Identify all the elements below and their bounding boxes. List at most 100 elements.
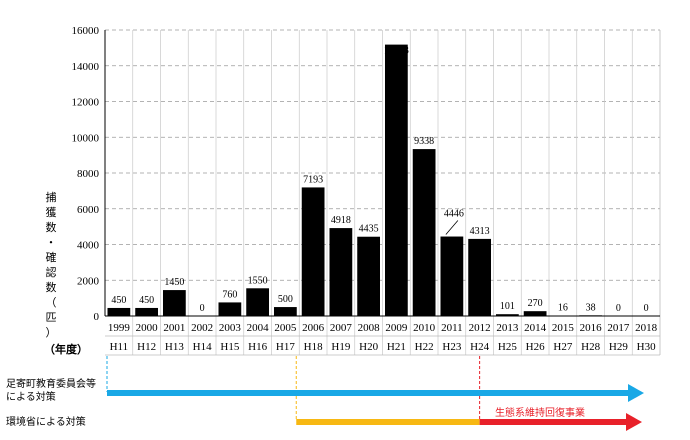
value-label-2000: 450 xyxy=(139,295,154,306)
value-label-2018: 0 xyxy=(644,303,649,314)
value-label-2002: 0 xyxy=(200,303,205,314)
x-tick-year-1999: 1999 xyxy=(108,322,131,334)
measure-label-town-line1: 足寄町教育委員会等 xyxy=(6,379,96,390)
x-tick-era-H12: H12 xyxy=(137,341,156,353)
y-axis-title-char-5: 認 xyxy=(45,266,57,279)
bar-2009 xyxy=(384,44,408,316)
x-tick-era-H18: H18 xyxy=(304,341,323,353)
x-tick-era-H25: H25 xyxy=(498,341,517,353)
value-label-2001: 1450 xyxy=(164,277,184,288)
bar-2013 xyxy=(495,314,519,316)
x-tick-year-2012: 2012 xyxy=(469,322,491,334)
x-tick-era-H28: H28 xyxy=(581,341,600,353)
bar-2016 xyxy=(579,315,603,316)
bar-2010 xyxy=(412,149,436,316)
x-tick-era-H11: H11 xyxy=(110,341,129,353)
x-tick-year-2017: 2017 xyxy=(607,322,630,334)
x-tick-year-2006: 2006 xyxy=(302,322,325,334)
bar-2004 xyxy=(246,288,270,316)
value-label-1999: 450 xyxy=(111,295,126,306)
y-axis-title-char-7: （ xyxy=(45,296,57,309)
value-label-2013: 101 xyxy=(500,301,515,312)
y-axis-title-char-0: 捕 xyxy=(45,191,57,204)
x-tick-era-H21: H21 xyxy=(387,341,406,353)
x-tick-year-2007: 2007 xyxy=(330,322,353,334)
x-tick-era-H29: H29 xyxy=(609,341,628,353)
y-axis-title-char-6: 数 xyxy=(45,281,57,294)
value-label-2017: 0 xyxy=(616,303,621,314)
bar-2001 xyxy=(162,290,186,316)
x-tick-year-2014: 2014 xyxy=(524,322,547,334)
y-tick-6000: 6000 xyxy=(77,204,100,216)
value-label-2014: 270 xyxy=(528,298,543,309)
x-tick-year-2003: 2003 xyxy=(219,322,242,334)
x-tick-era-H19: H19 xyxy=(331,341,350,353)
arrow-town-shaft xyxy=(107,390,638,396)
value-label-2015: 16 xyxy=(558,303,568,314)
measure-label-ministry: 環境省による対策 xyxy=(6,417,86,428)
value-label-2009: 15183 xyxy=(384,46,409,57)
y-axis-title-char-1: 獲 xyxy=(45,206,57,219)
arrow-ministry-shaft-red xyxy=(479,419,628,425)
bar-2005 xyxy=(273,307,297,316)
value-label-2004: 1550 xyxy=(248,275,268,286)
x-tick-era-H27: H27 xyxy=(553,341,572,353)
x-tick-era-H16: H16 xyxy=(248,341,267,353)
x-tick-era-H17: H17 xyxy=(276,341,295,353)
measure-label-town: 足寄町教育委員会等 による対策 xyxy=(6,378,96,404)
y-axis-title-char-4: 確 xyxy=(45,251,57,264)
bar-2006 xyxy=(301,187,325,316)
y-tick-16000: 16000 xyxy=(72,25,100,37)
y-axis-title-char-2: 数 xyxy=(45,221,57,234)
bar-2014 xyxy=(523,311,547,316)
x-tick-year-2009: 2009 xyxy=(385,322,408,334)
x-tick-year-2013: 2013 xyxy=(496,322,519,334)
bar-2011 xyxy=(440,236,464,316)
value-label-2011: 4446 xyxy=(444,209,464,220)
eco-project-label: 生態系維持回復事業 xyxy=(495,408,585,419)
x-tick-era-H26: H26 xyxy=(526,341,545,353)
value-label-2003: 760 xyxy=(222,289,237,300)
x-tick-year-2002: 2002 xyxy=(191,322,213,334)
x-tick-year-2008: 2008 xyxy=(358,322,381,334)
y-axis-title-char-9: ） xyxy=(45,326,57,339)
x-axis-title: （年度） xyxy=(44,343,88,356)
y-tick-10000: 10000 xyxy=(72,132,100,144)
value-label-2012: 4313 xyxy=(470,226,490,237)
bar-2007 xyxy=(329,228,353,316)
bar-2003 xyxy=(218,302,242,316)
y-tick-labels: 0 2000 4000 6000 8000 10000 12000 14000 16000 xyxy=(72,25,100,323)
x-tick-era-H23: H23 xyxy=(442,341,461,353)
x-tick-era-H14: H14 xyxy=(193,341,212,353)
arrow-town-head xyxy=(628,384,644,402)
y-tick-12000: 12000 xyxy=(72,97,100,109)
y-tick-4000: 4000 xyxy=(77,240,100,252)
value-label-2016: 38 xyxy=(586,302,596,313)
bars xyxy=(107,44,603,316)
x-tick-year-2010: 2010 xyxy=(413,322,436,334)
x-tick-era-H22: H22 xyxy=(415,341,434,353)
x-tick-year-2016: 2016 xyxy=(580,322,603,334)
x-tick-era-H13: H13 xyxy=(165,341,184,353)
y-axis-title-char-3: ・ xyxy=(45,236,57,249)
leader-line-2011 xyxy=(445,220,459,235)
x-tick-year-2018: 2018 xyxy=(635,322,658,334)
x-tick-era-H15: H15 xyxy=(220,341,239,353)
measure-arrows xyxy=(106,356,644,431)
y-tick-8000: 8000 xyxy=(77,168,100,180)
bar-2008 xyxy=(357,236,381,316)
x-tick-year-2005: 2005 xyxy=(274,322,297,334)
value-label-2006: 7193 xyxy=(303,174,323,185)
value-labels: 450 450 1450 0 760 1550 500 7193 4918 4435 15183 93… xyxy=(111,46,648,314)
y-tick-14000: 14000 xyxy=(72,61,100,73)
bar-2000 xyxy=(135,307,159,316)
y-tick-2000: 2000 xyxy=(77,275,100,287)
x-tick-era-H24: H24 xyxy=(470,341,489,353)
arrow-ministry-head xyxy=(626,413,642,431)
bar-1999 xyxy=(107,307,131,316)
value-label-2010: 9338 xyxy=(414,136,434,147)
gridlines xyxy=(105,29,660,355)
x-tick-year-2000: 2000 xyxy=(136,322,159,334)
arrow-ministry-shaft-yellow xyxy=(296,419,480,425)
